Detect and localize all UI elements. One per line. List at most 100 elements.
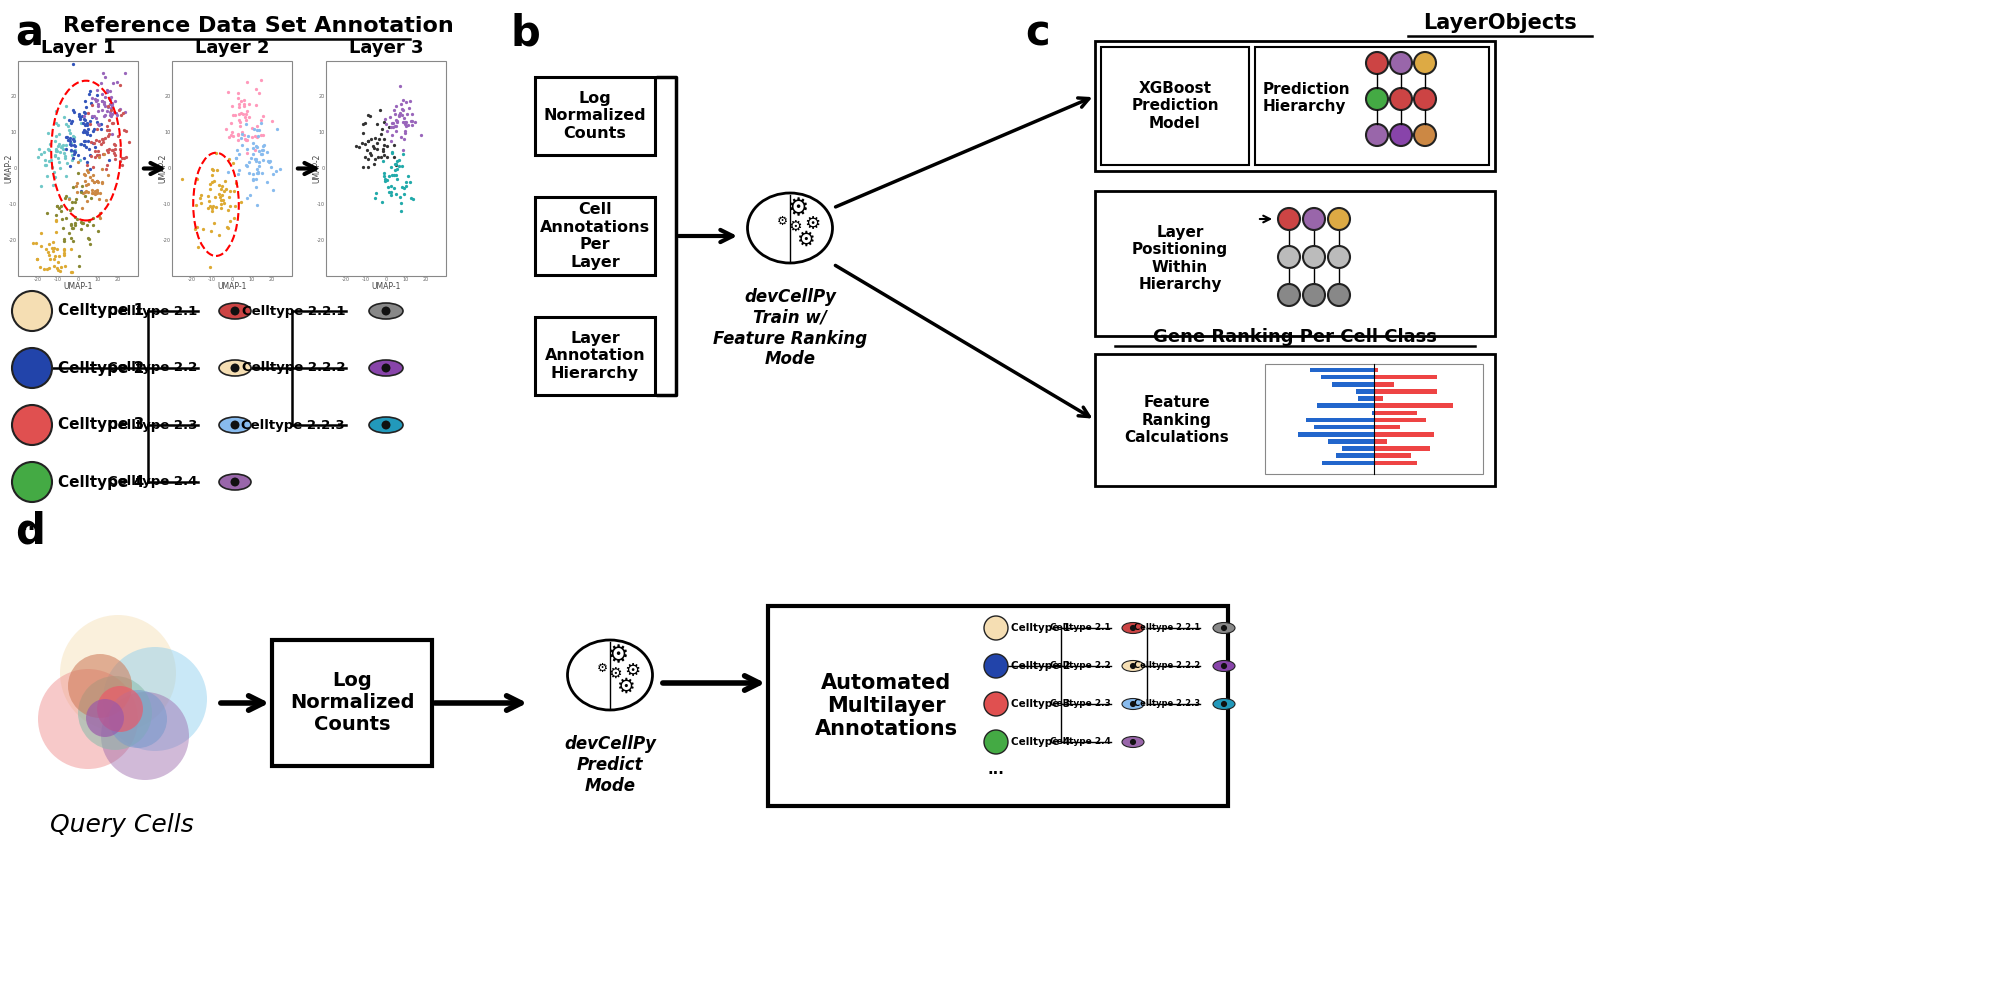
Text: Reference Data Set Annotation: Reference Data Set Annotation <box>62 16 454 36</box>
Point <box>64 221 96 237</box>
Point <box>82 173 114 189</box>
Circle shape <box>1220 663 1228 669</box>
Text: Celltype 2.4: Celltype 2.4 <box>1050 737 1112 746</box>
Point <box>72 231 104 247</box>
Point <box>220 150 252 165</box>
Bar <box>1374 403 1454 408</box>
Bar <box>1374 368 1378 373</box>
Point <box>90 88 122 104</box>
Point <box>56 230 88 246</box>
Point <box>74 231 106 247</box>
Point <box>396 106 428 122</box>
Point <box>192 188 224 204</box>
Circle shape <box>1366 52 1388 74</box>
Point <box>90 103 122 119</box>
Point <box>70 93 102 109</box>
Point <box>76 159 108 174</box>
Point <box>82 82 114 98</box>
Point <box>68 151 100 166</box>
Point <box>390 178 422 194</box>
Point <box>354 146 386 162</box>
Point <box>60 209 92 225</box>
Text: c: c <box>1024 13 1050 55</box>
Point <box>220 142 252 158</box>
Point <box>30 241 62 257</box>
Point <box>216 127 248 143</box>
Point <box>198 172 230 188</box>
Point <box>368 153 400 168</box>
Point <box>94 104 126 120</box>
Point <box>232 96 264 112</box>
Point <box>58 129 90 145</box>
Text: Layer 1: Layer 1 <box>40 39 116 57</box>
Circle shape <box>1304 246 1324 268</box>
Text: ⚙: ⚙ <box>788 196 808 220</box>
Point <box>58 102 90 118</box>
Point <box>44 161 76 176</box>
Point <box>370 117 402 133</box>
Point <box>36 240 68 256</box>
Text: LayerObjects: LayerObjects <box>1424 13 1576 33</box>
Bar <box>1316 403 1374 408</box>
Point <box>88 146 120 162</box>
Point <box>38 149 70 165</box>
Point <box>68 138 100 154</box>
Point <box>88 69 120 85</box>
Text: 20: 20 <box>268 277 276 282</box>
Point <box>222 90 254 106</box>
Point <box>36 152 68 167</box>
Point <box>246 139 278 155</box>
Point <box>42 241 74 257</box>
Point <box>72 134 104 150</box>
Text: 20: 20 <box>10 94 16 99</box>
Point <box>40 249 72 265</box>
Point <box>76 108 108 124</box>
Text: 0: 0 <box>230 277 234 282</box>
Point <box>104 107 136 123</box>
Point <box>404 128 436 144</box>
Point <box>50 142 82 158</box>
Text: -10: -10 <box>208 277 216 282</box>
Point <box>40 213 72 229</box>
Point <box>378 115 410 131</box>
Point <box>382 108 414 124</box>
Point <box>254 155 286 170</box>
Point <box>94 96 126 112</box>
Point <box>62 165 94 180</box>
Point <box>386 158 418 173</box>
Point <box>240 179 272 195</box>
Text: -10: -10 <box>10 202 16 207</box>
Point <box>240 170 272 186</box>
Text: Celltype 2: Celltype 2 <box>58 361 144 376</box>
Point <box>92 99 124 115</box>
Point <box>98 146 130 162</box>
Point <box>234 165 266 181</box>
Point <box>220 150 252 165</box>
Point <box>214 197 246 213</box>
Point <box>38 177 70 193</box>
Circle shape <box>104 647 208 751</box>
Point <box>84 116 116 132</box>
Point <box>392 117 424 133</box>
Point <box>76 171 108 187</box>
Point <box>70 183 102 199</box>
Point <box>222 106 254 122</box>
Point <box>240 154 272 169</box>
Point <box>56 200 88 216</box>
Point <box>358 157 390 172</box>
Point <box>214 213 246 229</box>
Point <box>98 93 130 109</box>
Point <box>98 152 130 167</box>
Text: UMAP-2: UMAP-2 <box>4 154 14 183</box>
Point <box>104 101 136 117</box>
Point <box>244 85 276 101</box>
Point <box>58 129 90 145</box>
Point <box>50 137 82 153</box>
Point <box>388 143 420 159</box>
Point <box>66 108 98 124</box>
Point <box>182 219 214 235</box>
Point <box>38 243 70 259</box>
Point <box>32 168 64 184</box>
Point <box>388 180 420 196</box>
Point <box>72 154 104 169</box>
